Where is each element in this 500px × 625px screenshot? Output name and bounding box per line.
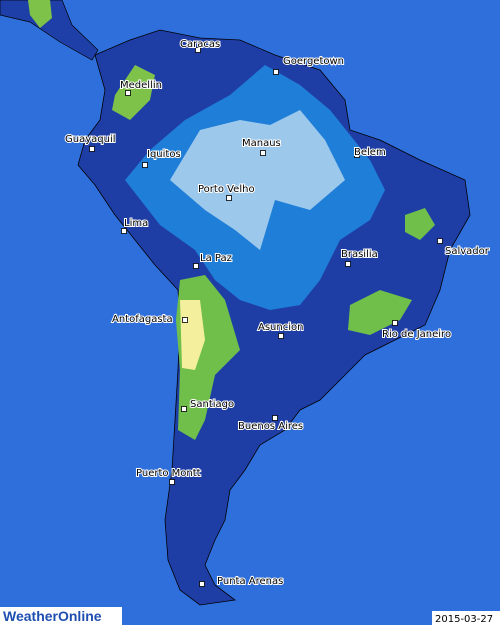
central-america-green bbox=[28, 0, 52, 28]
city-label: Lima bbox=[124, 218, 148, 229]
city-label: Porto Velho bbox=[198, 184, 255, 195]
city-label: Puerto Montt bbox=[136, 468, 201, 479]
city-dot bbox=[437, 238, 443, 244]
city-label: Asuncion bbox=[258, 322, 303, 333]
city-dot bbox=[226, 195, 232, 201]
city-dot bbox=[199, 581, 205, 587]
city-label: Belem bbox=[354, 147, 386, 158]
city-dot bbox=[345, 261, 351, 267]
city-dot bbox=[169, 479, 175, 485]
city-label: Rio de Janeiro bbox=[382, 329, 451, 340]
central-america bbox=[0, 0, 99, 61]
city-label: Antofagasta bbox=[112, 314, 173, 325]
green-east bbox=[405, 208, 435, 240]
city-dot bbox=[273, 69, 279, 75]
date: 2015-03-27 bbox=[435, 614, 493, 625]
city-dot bbox=[272, 415, 278, 421]
city-label: Salvador bbox=[445, 246, 490, 257]
city-label: Buenos Aires bbox=[238, 421, 303, 432]
city-dot bbox=[193, 263, 199, 269]
city-dot bbox=[195, 47, 201, 53]
city-dot bbox=[278, 333, 284, 339]
city-dot bbox=[354, 152, 360, 158]
city-label: Manaus bbox=[242, 138, 281, 149]
city-dot bbox=[260, 150, 266, 156]
brand-box bbox=[0, 607, 122, 625]
city-dot bbox=[89, 146, 95, 152]
green-southeast bbox=[348, 290, 412, 335]
city-dot bbox=[125, 90, 131, 96]
city-dot bbox=[181, 406, 187, 412]
city-label: Punta Arenas bbox=[217, 576, 283, 587]
andes-green-north bbox=[112, 65, 155, 120]
city-label: Guayaquil bbox=[65, 134, 116, 145]
city-labels: Caracas Goergetown Medellin Guayaquil Iquito… bbox=[64, 38, 491, 588]
very-wet-zone bbox=[170, 110, 345, 250]
city-label: Santiago bbox=[190, 399, 234, 410]
city-dot bbox=[392, 320, 398, 326]
city-label: Iquitos bbox=[147, 149, 181, 160]
city-label: Brasilia bbox=[341, 249, 378, 260]
city-dot bbox=[142, 162, 148, 168]
city-label: La Paz bbox=[200, 253, 232, 264]
city-label: Caracas bbox=[180, 39, 220, 50]
city-dot bbox=[121, 228, 127, 234]
city-dot bbox=[182, 317, 188, 323]
brand: WeatherOnline bbox=[3, 608, 102, 624]
date-box bbox=[432, 611, 500, 625]
city-label: Medellin bbox=[120, 80, 162, 91]
city-label: Goergetown bbox=[283, 56, 344, 67]
